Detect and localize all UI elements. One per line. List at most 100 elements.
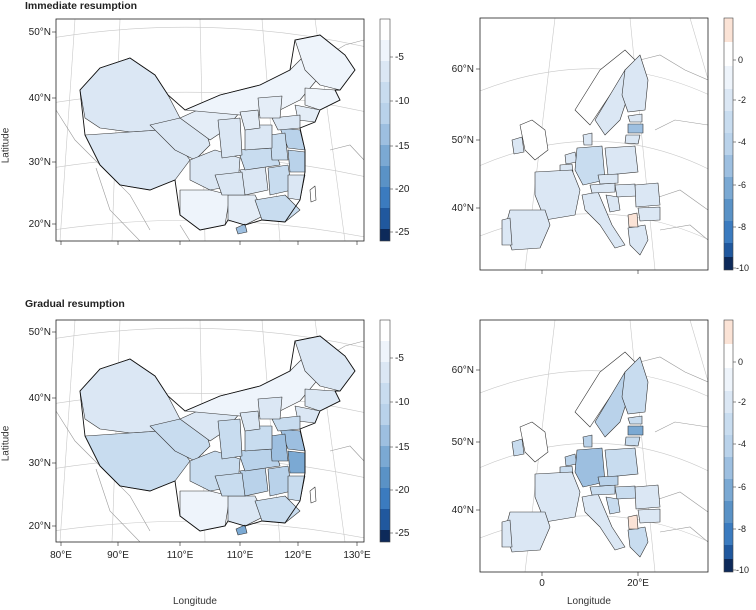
china-lat-ticks-top: 50°N 40°N 30°N 20°N	[29, 27, 56, 230]
country-italy	[581, 191, 626, 249]
colorbar-tick-label: -6	[738, 482, 746, 492]
colorbar-tick-label: -8	[738, 524, 746, 534]
country-ireland	[511, 136, 525, 155]
europe-lat-ticks-bottom: 60°N 50°N 40°N	[452, 365, 480, 516]
province-taiwan	[309, 185, 317, 203]
lat-tick-label: 50°N	[29, 27, 51, 38]
china-colorbar-top: -5 -10 -15 -20 -25	[379, 18, 410, 242]
lon-tick-label: 90°E	[107, 550, 129, 561]
lat-tick-label: 60°N	[452, 64, 474, 75]
country-albania-region	[627, 514, 639, 530]
country-latvia	[627, 123, 644, 134]
lon-tick-label: 80°E	[50, 550, 72, 561]
colorbar-tick-label: -6	[738, 180, 746, 190]
colorbar-tick-label: -15	[395, 442, 410, 453]
province-henan	[244, 124, 273, 151]
europe-map-top: 60°N 50°N 40°N	[452, 17, 709, 274]
colorbar-tick-label: -5	[395, 353, 404, 364]
x-axis-label-europe: Longitude	[567, 596, 611, 607]
lat-tick-label: 40°N	[29, 93, 51, 104]
country-romania	[634, 484, 661, 510]
europe-countries-bottom	[501, 351, 661, 558]
province-guizhou	[214, 171, 246, 196]
province-guangdong	[254, 495, 301, 524]
colorbar-tick-label: -2	[738, 397, 746, 407]
province-shanxi	[239, 410, 261, 432]
province-anhui	[269, 433, 289, 462]
lat-tick-label: 50°N	[452, 135, 474, 146]
colorbar-tick-label: 0	[738, 55, 743, 65]
europe-colorbar-bottom: 0 -2 -4 -6 -8 -10	[723, 319, 749, 575]
country-netherlands	[564, 151, 578, 165]
europe-lon-tickmarks-bottom	[541, 572, 639, 576]
country-france	[534, 471, 581, 523]
province-hebei	[257, 95, 283, 119]
colorbar-tick-label: -20	[395, 485, 410, 496]
china-colorbar-bottom: -5 -10 -15 -20 -25	[379, 319, 410, 543]
province-yunnan	[179, 189, 231, 231]
colorbar-tick-label: -8	[738, 222, 746, 232]
europe-countries-top	[501, 49, 661, 256]
province-guizhou	[214, 472, 246, 497]
lon-tick-label: 110°E	[227, 550, 254, 561]
country-ireland-uk	[519, 119, 549, 161]
china-provinces-bottom	[79, 335, 356, 536]
province-xinjiang	[79, 358, 181, 434]
colorbar-tick-label: -5	[395, 52, 404, 63]
country-romania	[634, 182, 661, 208]
province-yunnan	[179, 490, 231, 532]
china-frame-bottom	[55, 319, 365, 543]
country-latvia	[627, 425, 644, 436]
europe-frame-bottom	[479, 319, 709, 573]
country-albania-region	[627, 212, 639, 228]
country-czechia	[597, 173, 619, 185]
china-map-top: 50°N 40°N 30°N 20°N	[29, 18, 365, 245]
colorbar-tick-label: -25	[395, 227, 410, 238]
china-map-bottom: 50°N 40°N 30°N 20°N 80°E 90°E 110°E 110°…	[29, 319, 371, 561]
colorbar-tick-label: -2	[738, 95, 746, 105]
country-hungary	[614, 183, 637, 198]
lat-tick-label: 50°N	[29, 327, 51, 338]
country-portugal	[501, 217, 513, 246]
country-croatia	[605, 496, 621, 515]
colorbar-tick-label: -10	[395, 96, 410, 107]
neighbour-borders-europe-bottom	[639, 356, 708, 543]
china-outline-top	[79, 34, 356, 231]
europe-colorbar-top: 0 -2 -4 -6 -8 -10	[723, 17, 749, 273]
country-portugal	[501, 519, 513, 548]
lat-tick-label: 40°N	[29, 393, 51, 404]
country-bulgaria	[637, 508, 661, 524]
country-poland	[604, 145, 639, 176]
country-poland	[604, 447, 639, 478]
colorbar-tick-label: -15	[395, 141, 410, 152]
country-finland	[621, 54, 649, 113]
lat-tick-label: 20°N	[29, 521, 51, 532]
lat-tick-label: 40°N	[452, 203, 474, 214]
province-zhejiang	[287, 450, 306, 474]
province-shanxi	[239, 109, 261, 131]
country-denmark	[582, 132, 593, 146]
country-france	[534, 169, 581, 221]
lon-tick-label: 130°E	[343, 550, 371, 561]
country-croatia	[605, 194, 621, 213]
country-estonia	[627, 415, 643, 425]
colorbar-tick-label: -4	[738, 439, 746, 449]
colorbar-tick-label: 0	[738, 357, 743, 367]
europe-frame-top	[479, 17, 709, 271]
x-axis-label-china: Longitude	[173, 596, 217, 607]
province-shaanxi	[217, 418, 243, 460]
panel-title-immediate: Immediate resumption	[25, 0, 138, 12]
country-czechia	[597, 475, 619, 487]
china-lat-ticks-bottom: 50°N 40°N 30°N 20°N	[29, 327, 56, 532]
china-frame-top	[55, 18, 365, 242]
province-jilin	[304, 388, 341, 412]
colorbar-tick-label: -20	[395, 184, 410, 195]
lon-tick-label: 110°E	[167, 550, 194, 561]
province-hainan	[235, 223, 248, 235]
lat-tick-label: 40°N	[452, 505, 474, 516]
country-estonia	[627, 113, 643, 123]
country-denmark	[582, 434, 593, 448]
country-lithuania	[624, 134, 641, 145]
neighbour-borders-europe-top	[639, 54, 708, 241]
europe-lon-tickmarks-top	[541, 270, 639, 274]
